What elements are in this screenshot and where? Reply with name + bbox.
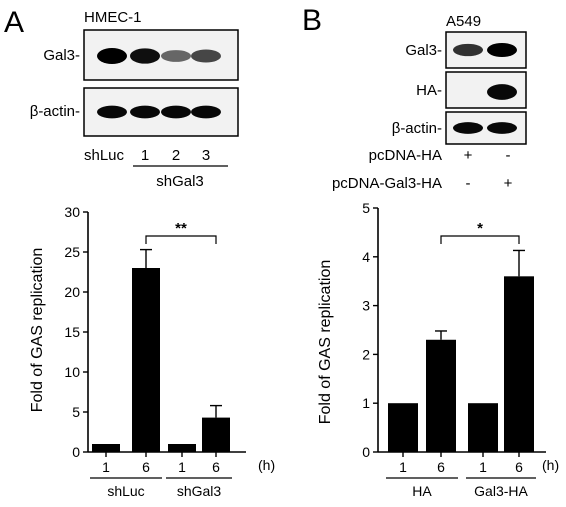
blot-label-beta-actin-a: β-actin- [30,103,80,120]
x-tick-label-b: 1 [479,459,487,475]
x-tick-label-b: 6 [437,459,445,475]
bar-b-4 [504,276,534,452]
y-axis-title-a: Fold of GAS replication [29,248,46,413]
blot-label-ha-b: HA- [416,82,442,99]
bar-chart-b: Fold of GAS replication (h) 0 1 2 3 4 5 1 6 1 6 HA… [317,200,559,499]
gal3-bands-a [97,48,221,64]
significance-marker-a: ** [175,220,187,237]
beta-actin-band-a-lane-1 [97,105,127,119]
y-axis-title-b: Fold of GAS replication [317,260,334,425]
beta-actin-band-a-lane-2 [130,105,160,119]
beta-actin-bands-b [453,122,517,134]
y-tick-label-a: 15 [64,324,80,340]
lane-number-1: 1 [141,147,149,164]
group-label-b: Gal3-HA [474,483,528,499]
blot-label-gal3-a: Gal3- [43,47,80,64]
beta-actin-bands-a [97,105,221,119]
treatment-sign-1-2: - [506,147,511,164]
gal3-band-b-lane-1 [453,43,483,57]
gal3-band-a-lane-1 [97,48,127,64]
panel-b-letter: B [302,4,322,37]
lane-number-2: 2 [172,147,180,164]
panel-a-letter: A [4,6,24,39]
bar-a-4 [202,417,230,452]
treatment-sign-1-1: + [464,147,473,164]
panel-a-cell-line: HMEC-1 [84,9,142,26]
lane-label-shgal3: shGal3 [156,173,204,190]
y-tick-label-a: 0 [72,444,80,460]
y-tick-label-a: 10 [64,364,80,380]
panel-a: A HMEC-1 Gal3- β-actin- shLuc 1 2 3 shGa… [4,6,239,190]
treatment-label-pcdna-gal3-ha: pcDNA-Gal3-HA [332,175,442,192]
bar-a-3 [168,444,196,452]
group-label-b: HA [412,483,432,499]
y-tick-label-b: 4 [362,249,370,265]
significance-bracket-b [440,235,520,244]
gal3-band-a-lane-4 [191,49,221,63]
y-tick-label-a: 20 [64,284,80,300]
y-tick-label-b: 3 [362,298,370,314]
lane-label-shluc: shLuc [84,147,125,164]
blot-label-beta-actin-b: β-actin- [392,120,442,137]
x-tick-label-b: 1 [399,459,407,475]
x-tick-label-b: 6 [515,459,523,475]
beta-actin-band-b-lane-1 [453,122,483,134]
treatment-label-pcdna-ha: pcDNA-HA [369,147,442,164]
gal3-band-a-lane-3 [161,50,191,62]
x-tick-label-a: 1 [178,459,186,475]
blot-label-gal3-b: Gal3- [405,42,442,59]
treatment-sign-2-2: + [504,175,513,192]
gal3-band-b-lane-2 [487,43,517,57]
significance-bracket-a [145,235,217,244]
ha-bands-b [487,84,517,100]
bar-a-1 [92,444,120,452]
beta-actin-band-b-lane-2 [487,122,517,134]
x-tick-label-a: 6 [142,459,150,475]
gal3-bands-b [453,43,517,57]
y-tick-label-a: 5 [72,404,80,420]
beta-actin-band-a-lane-4 [191,105,221,119]
panel-b-cell-line: A549 [446,13,481,30]
ha-band-b-lane-2 [487,84,517,100]
x-unit-label-b: (h) [542,457,559,473]
x-tick-label-a: 6 [212,459,220,475]
bar-chart-a: Fold of GAS replication (h) 0 5 10 15 20 25 30… [29,204,275,499]
treatment-sign-2-1: - [466,175,471,192]
gal3-band-a-lane-2 [130,48,160,64]
panel-b: B A549 Gal3- HA- β-actin- pcDNA-HA + - p… [302,4,527,192]
y-tick-label-a: 25 [64,244,80,260]
lane-number-3: 3 [202,147,210,164]
y-tick-label-b: 2 [362,346,370,362]
group-label-a: shGal3 [177,483,222,499]
bar-b-3 [468,403,498,452]
y-tick-label-a: 30 [64,204,80,220]
y-tick-label-b: 0 [362,444,370,460]
bar-a-2 [132,268,160,452]
y-tick-label-b: 1 [362,395,370,411]
y-tick-label-b: 5 [362,200,370,216]
beta-actin-band-a-lane-3 [161,105,191,119]
group-label-a: shLuc [107,483,144,499]
x-tick-label-a: 1 [102,459,110,475]
x-unit-label-a: (h) [258,457,275,473]
bar-b-1 [388,403,418,452]
significance-marker-b: * [477,220,483,237]
bar-b-2 [426,339,456,452]
